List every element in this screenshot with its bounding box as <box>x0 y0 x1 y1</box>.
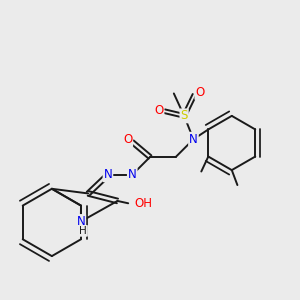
Text: N: N <box>76 215 85 228</box>
Text: H: H <box>79 226 87 236</box>
Text: O: O <box>195 86 205 99</box>
Text: N: N <box>128 168 136 181</box>
Text: N: N <box>189 133 198 146</box>
Text: O: O <box>123 133 132 146</box>
Text: S: S <box>180 110 188 122</box>
Text: O: O <box>154 104 164 117</box>
Text: OH: OH <box>135 197 153 210</box>
Text: N: N <box>103 168 112 181</box>
